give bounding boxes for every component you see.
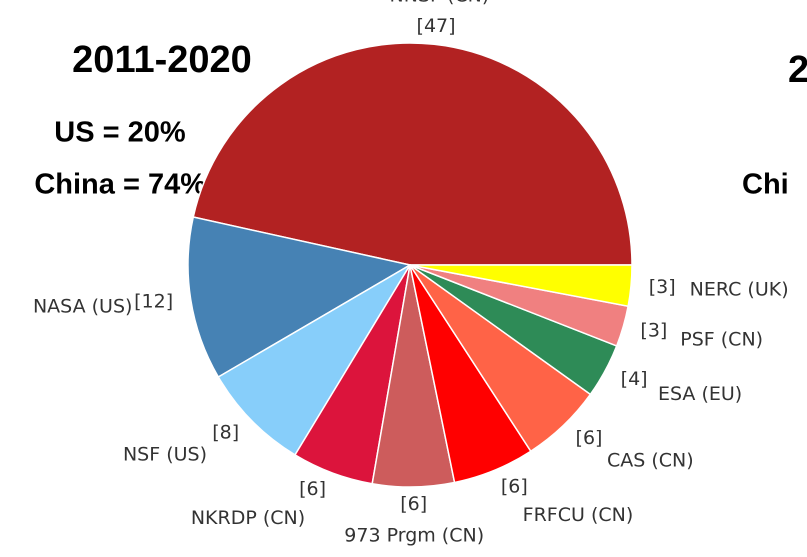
- value-label: [3]: [649, 276, 676, 298]
- category-label: NSF (US): [123, 444, 207, 466]
- chart-title: 2011-2020: [72, 39, 252, 81]
- category-label: 973 Prgm (CN): [344, 524, 484, 546]
- pie-slice: [192, 42, 633, 266]
- pie-slice: [217, 264, 411, 456]
- annotation: 2: [788, 49, 807, 91]
- value-label: [12]: [134, 291, 173, 313]
- category-label: NASA (US): [33, 295, 132, 317]
- category-label: NKRDP (CN): [191, 507, 305, 529]
- category-label: FRFCU (CN): [523, 504, 634, 526]
- value-label: [47]: [417, 15, 456, 37]
- value-label: [8]: [212, 422, 239, 444]
- value-label: [4]: [621, 368, 648, 390]
- category-label: PSF (CN): [680, 328, 763, 350]
- category-label: ESA (EU): [658, 383, 742, 405]
- annotation: Chi: [742, 169, 789, 201]
- value-label: [6]: [400, 493, 427, 515]
- value-label: [3]: [640, 320, 667, 342]
- annotation: China = 74%: [34, 169, 206, 201]
- value-label: [6]: [299, 478, 326, 500]
- category-label: CAS (CN): [607, 449, 694, 471]
- value-label: [6]: [576, 427, 603, 449]
- value-label: [6]: [501, 475, 528, 497]
- category-label: NNSF (CN): [390, 0, 490, 6]
- pie-slice: [409, 264, 633, 308]
- category-label: NERC (UK): [690, 279, 789, 301]
- pie-slice: [187, 216, 413, 379]
- annotation: US = 20%: [54, 117, 186, 149]
